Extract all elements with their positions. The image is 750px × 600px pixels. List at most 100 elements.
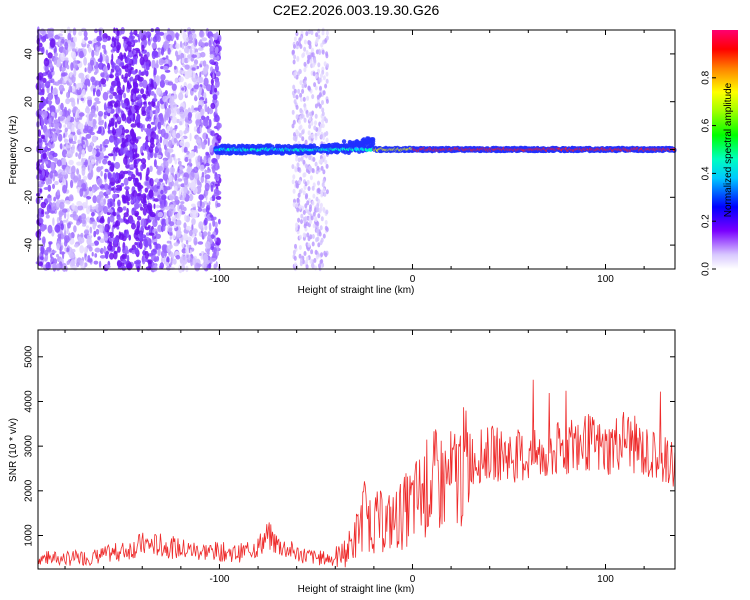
heatmap-noise-cell — [138, 69, 142, 77]
heatmap-noise-cell — [129, 164, 135, 169]
heatmap-noise-cell — [178, 189, 181, 198]
heatmap-noise-cell — [174, 158, 178, 165]
heatmap-noise-cell — [98, 80, 102, 88]
heatmap-noise-cell — [96, 105, 99, 112]
heatmap-noise-cell — [41, 209, 45, 215]
heatmap-noise-cell — [201, 42, 206, 48]
snr-x-axis-label: Height of straight line (km) — [298, 584, 415, 595]
heatmap-noise-cell — [176, 219, 182, 226]
heatmap-noise-cell — [299, 108, 303, 114]
heatmap-noise-cell — [192, 187, 198, 194]
heatmap-noise-cell — [213, 246, 217, 255]
heatmap-noise-cell — [184, 116, 188, 123]
heatmap-noise-cell — [311, 241, 315, 247]
heatmap-noise-cell — [130, 200, 134, 204]
heatmap-noise-cell — [142, 249, 146, 256]
heatmap-noise-cell — [99, 238, 105, 243]
heatmap-noise-cell — [114, 100, 121, 109]
heatmap-noise-cell — [59, 211, 65, 216]
heatmap-noise-cell — [80, 232, 84, 239]
heatmap-noise-cell — [302, 96, 306, 102]
heatmap-noise-cell — [306, 256, 309, 262]
heatmap-noise-cell — [214, 175, 220, 180]
heatmap-noise-cell — [169, 204, 175, 210]
heatmap-noise-cell — [152, 218, 158, 228]
heatmap-noise-cell — [83, 246, 88, 254]
heatmap-noise-cell — [196, 136, 201, 144]
heatmap-noise-cell — [212, 94, 218, 101]
heatmap-noise-cell — [69, 46, 72, 52]
heatmap-noise-cell — [296, 40, 299, 46]
heatmap-noise-cell — [149, 137, 155, 145]
heatmap-noise-cell — [298, 125, 302, 131]
heatmap-noise-cell — [116, 214, 121, 221]
heatmap-noise-cell — [187, 112, 192, 121]
heatmap-noise-cell — [131, 148, 136, 154]
heatmap-noise-cell — [178, 169, 184, 174]
heatmap-noise-cell — [178, 92, 184, 101]
heatmap-noise-cell — [198, 76, 204, 84]
heatmap-noise-cell — [181, 242, 185, 248]
heatmap-noise-cell — [79, 134, 82, 140]
heatmap-noise-cell — [181, 70, 188, 74]
heatmap-noise-cell — [155, 109, 158, 119]
heatmap-noise-cell — [107, 198, 111, 204]
heatmap-noise-cell — [44, 81, 51, 89]
heatmap-noise-cell — [98, 121, 104, 126]
heatmap-noise-cell — [105, 250, 109, 260]
heatmap-noise-cell — [200, 156, 203, 165]
heatmap-noise-cell — [291, 123, 295, 129]
heatmap-noise-cell — [316, 221, 320, 227]
heatmap-noise-cell — [192, 228, 198, 235]
heatmap-noise-cell — [98, 212, 101, 221]
spectrogram-heatmap — [35, 26, 677, 274]
heatmap-noise-cell — [210, 78, 214, 85]
heatmap-noise-cell — [132, 56, 138, 65]
heatmap-noise-cell — [43, 187, 49, 190]
heatmap-noise-cell — [308, 116, 312, 122]
heatmap-noise-cell — [215, 107, 218, 114]
heatmap-noise-cell — [116, 226, 120, 230]
spectrogram-x-tick-label: 100 — [597, 274, 614, 285]
heatmap-noise-cell — [311, 234, 315, 239]
heatmap-noise-cell — [47, 107, 50, 111]
spectrogram-y-tick-label: 20 — [24, 96, 35, 108]
heatmap-noise-cell — [183, 146, 188, 153]
heatmap-noise-cell — [318, 127, 322, 133]
heatmap-noise-cell — [110, 117, 115, 127]
heatmap-noise-cell — [137, 215, 142, 221]
heatmap-noise-cell — [64, 200, 71, 205]
heatmap-noise-cell — [102, 91, 109, 101]
heatmap-noise-cell — [145, 181, 149, 186]
colorbar-tick-label: 0.2 — [701, 214, 712, 228]
heatmap-noise-cell — [181, 255, 188, 265]
heatmap-noise-cell — [314, 135, 318, 141]
heatmap-noise-cell — [172, 258, 177, 265]
heatmap-noise-cell — [116, 80, 121, 88]
heatmap-noise-cell — [123, 170, 129, 175]
heatmap-noise-cell — [84, 159, 89, 168]
heatmap-noise-cell — [321, 182, 325, 188]
heatmap-noise-cell — [50, 137, 53, 143]
heatmap-noise-cell — [143, 238, 149, 248]
heatmap-noise-cell — [315, 73, 318, 79]
heatmap-noise-cell — [315, 254, 319, 260]
heatmap-noise-cell — [304, 194, 308, 200]
heatmap-noise-cell — [155, 177, 159, 183]
heatmap-noise-cell — [204, 163, 210, 167]
heatmap-noise-cell — [126, 41, 132, 46]
heatmap-noise-cell — [201, 171, 205, 178]
heatmap-noise-cell — [95, 228, 100, 235]
heatmap-noise-cell — [119, 232, 124, 236]
heatmap-noise-cell — [184, 214, 187, 222]
heatmap-noise-cell — [142, 93, 147, 99]
heatmap-noise-cell — [73, 36, 77, 43]
heatmap-noise-cell — [215, 261, 218, 268]
heatmap-noise-cell — [109, 74, 114, 79]
heatmap-noise-cell — [163, 65, 169, 71]
heatmap-noise-cell — [148, 104, 152, 111]
heatmap-noise-cell — [119, 185, 123, 191]
heatmap-noise-cell — [129, 109, 132, 115]
heatmap-noise-cell — [199, 86, 202, 95]
heatmap-noise-cell — [116, 260, 123, 268]
